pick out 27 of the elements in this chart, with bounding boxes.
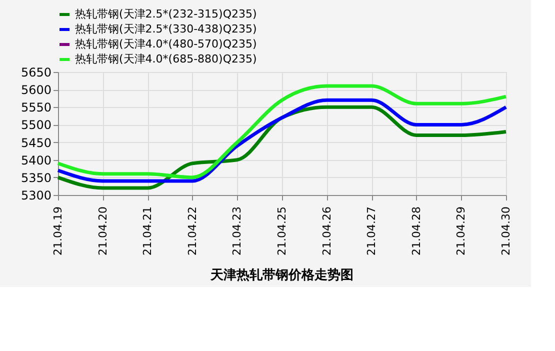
x-tick-label: 21.04.30 <box>500 206 512 256</box>
y-tick-label: 5400 <box>20 153 52 168</box>
y-tick-label: 5550 <box>20 100 52 115</box>
y-tick-label: 5650 <box>20 66 52 80</box>
legend-label: 热轧带钢(天津2.5*(330-438)Q235) <box>75 22 257 36</box>
x-tick-label: 21.04.22 <box>186 206 199 256</box>
y-tick-label: 5600 <box>20 83 52 98</box>
y-tick-label: 5350 <box>20 170 52 185</box>
line-series <box>56 98 508 183</box>
legend-label: 热轧带钢(天津4.0*(480-570)Q235) <box>75 38 257 50</box>
x-tick-label: 21.04.27 <box>365 206 378 256</box>
x-tick-label: 21.04.28 <box>410 206 423 256</box>
x-tick-label: 21.04.21 <box>141 206 154 256</box>
x-tick-label: 21.04.23 <box>230 206 244 256</box>
legend-label: 热轧带钢(天津4.0*(685-880)Q235) <box>75 52 257 66</box>
x-tick-label: 21.04.19 <box>52 206 64 256</box>
line-series <box>56 84 508 180</box>
x-tick-label: 21.04.20 <box>96 206 110 256</box>
y-tick-label: 5300 <box>20 188 52 202</box>
line-series <box>56 105 508 190</box>
y-tick-label: 5450 <box>20 136 52 150</box>
y-tick-label: 5500 <box>20 118 52 132</box>
x-tick-label: 21.04.29 <box>454 206 468 256</box>
x-tick-label: 21.04.25 <box>276 206 288 256</box>
x-tick-label: 21.04.26 <box>320 206 334 256</box>
text: 天津热轧带钢价格走势图 <box>210 266 354 283</box>
legend-label: 热轧带钢(天津2.5*(232-315)Q235) <box>75 8 257 20</box>
